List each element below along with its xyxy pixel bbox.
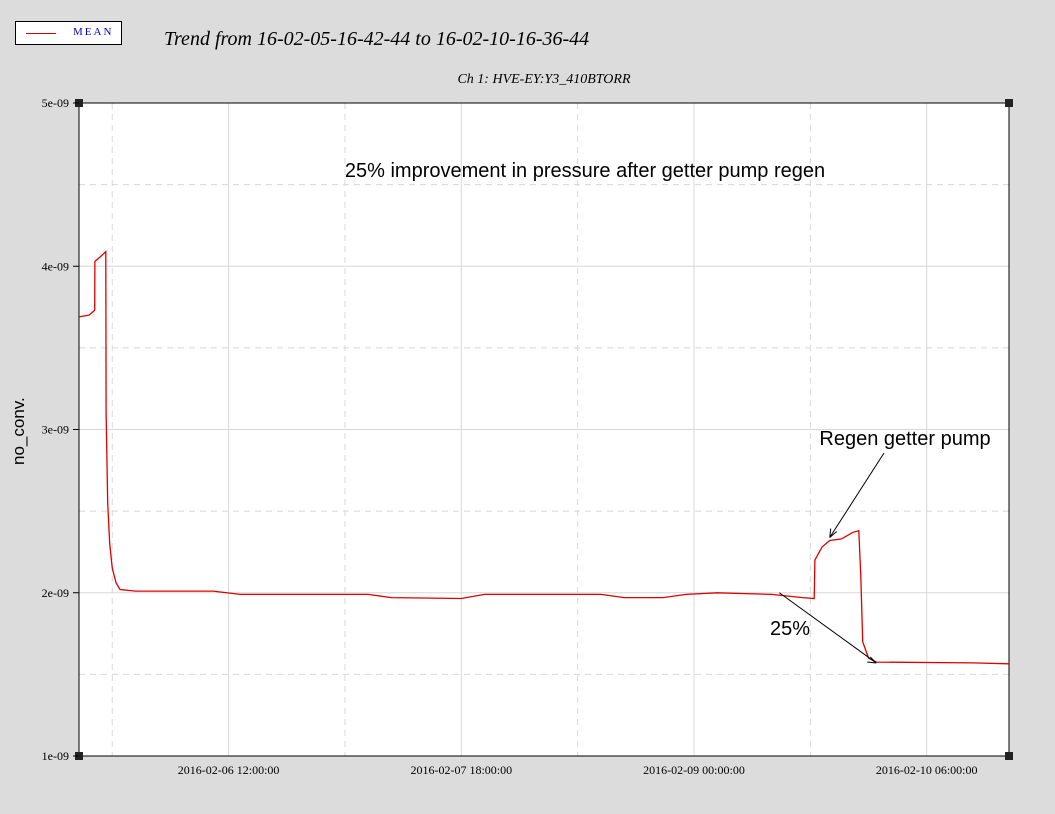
y-tick-label: 4e-09 xyxy=(42,259,69,273)
y-tick-label: 1e-09 xyxy=(42,749,69,763)
annotation-regen-arrowhead xyxy=(829,528,838,538)
annotation-25pct-arrowhead xyxy=(867,656,877,664)
annotation-regen-arrow xyxy=(829,452,885,538)
y-tick-label: 3e-09 xyxy=(42,423,69,437)
y-tick-label: 2e-09 xyxy=(42,586,69,600)
annotation-25pct-arrow xyxy=(779,592,877,664)
legend-label: MEAN xyxy=(73,26,114,38)
annotation-regen: Regen getter pump xyxy=(819,428,990,450)
annotation-25pct: 25% xyxy=(770,618,810,640)
chart-subtitle: Ch 1: HVE-EY:Y3_410BTORR xyxy=(457,72,631,87)
legend: MEAN xyxy=(15,21,122,45)
corner-handle xyxy=(1005,752,1013,760)
y-tick-label: 5e-09 xyxy=(42,96,69,110)
x-tick-label: 2016-02-07 18:00:00 xyxy=(410,763,512,777)
x-tick-label: 2016-02-06 12:00:00 xyxy=(178,763,280,777)
series-line-mean xyxy=(78,250,1010,665)
annotation-improvement: 25% improvement in pressure after getter… xyxy=(345,160,825,182)
x-tick-label: 2016-02-09 00:00:00 xyxy=(643,763,745,777)
legend-line-swatch xyxy=(26,33,56,34)
corner-handle xyxy=(1005,99,1013,107)
x-tick-label: 2016-02-10 06:00:00 xyxy=(876,763,978,777)
chart-title: Trend from 16-02-05-16-42-44 to 16-02-10… xyxy=(164,28,590,50)
